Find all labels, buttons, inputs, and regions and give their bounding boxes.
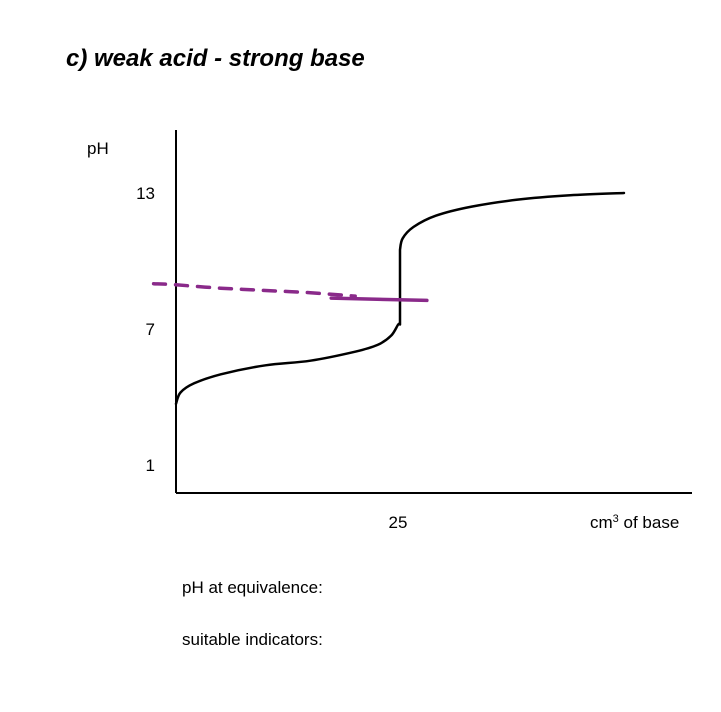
x-axis-label: cm3 of base [590, 513, 679, 532]
equivalence-caption: pH at equivalence: [182, 578, 323, 597]
x-axis-label-rest: of base [619, 513, 680, 532]
y-tick-label-13: 13 [136, 184, 155, 203]
indicator-solid-segment [329, 296, 429, 303]
titration-curve [174, 191, 626, 406]
y-axis-label: pH [87, 139, 109, 158]
chart-title: c) weak acid - strong base [66, 45, 365, 72]
indicators-caption: suitable indicators: [182, 630, 323, 649]
x-tick-label-25: 25 [389, 513, 408, 532]
indicator-dashed-line [151, 281, 357, 298]
y-tick-label-7: 7 [146, 320, 155, 339]
y-tick-label-1: 1 [146, 456, 155, 475]
x-axis-label-sup: 3 [613, 513, 619, 525]
x-axis-label-base: cm [590, 513, 613, 532]
